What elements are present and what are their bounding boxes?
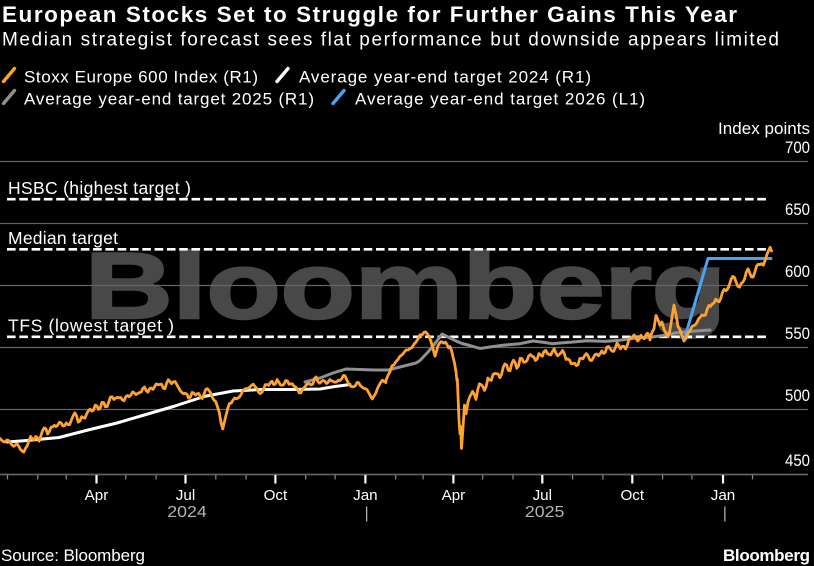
svg-text:|: | xyxy=(365,505,369,522)
svg-text:Oct: Oct xyxy=(620,487,644,504)
svg-text:Jan: Jan xyxy=(353,487,378,504)
svg-text:Median target: Median target xyxy=(8,228,118,248)
svg-text:Average year-end target 2025 (: Average year-end target 2025 (R1) xyxy=(24,90,314,109)
svg-text:HSBC (highest target ): HSBC (highest target ) xyxy=(8,178,191,198)
svg-text:Source: Bloomberg: Source: Bloomberg xyxy=(1,546,145,565)
svg-text:Oct: Oct xyxy=(264,487,288,504)
svg-text:500: 500 xyxy=(785,387,810,405)
svg-text:450: 450 xyxy=(785,452,810,470)
svg-text:600: 600 xyxy=(785,263,810,281)
svg-text:|: | xyxy=(723,505,727,522)
svg-text:Bloomberg: Bloomberg xyxy=(723,546,810,565)
svg-text:Jul: Jul xyxy=(176,487,195,504)
svg-text:Jul: Jul xyxy=(533,487,552,504)
svg-text:Average year-end target 2026 (: Average year-end target 2026 (L1) xyxy=(355,90,645,109)
svg-text:TFS (lowest target ): TFS (lowest target ) xyxy=(8,316,174,336)
svg-text:2025: 2025 xyxy=(525,504,565,521)
svg-text:Apr: Apr xyxy=(85,487,109,504)
svg-text:Stoxx Europe 600 Index (R1): Stoxx Europe 600 Index (R1) xyxy=(24,68,258,87)
svg-text:550: 550 xyxy=(785,325,810,343)
svg-text:Jan: Jan xyxy=(711,487,736,504)
svg-text:700: 700 xyxy=(785,139,810,157)
svg-text:Index points: Index points xyxy=(718,119,810,138)
svg-text:650: 650 xyxy=(785,201,810,219)
svg-text:Apr: Apr xyxy=(442,487,466,504)
svg-text:European Stocks Set to Struggl: European Stocks Set to Struggle for Furt… xyxy=(2,2,737,27)
svg-text:2024: 2024 xyxy=(167,504,207,521)
svg-text:Average year-end target 2024 (: Average year-end target 2024 (R1) xyxy=(299,68,591,87)
